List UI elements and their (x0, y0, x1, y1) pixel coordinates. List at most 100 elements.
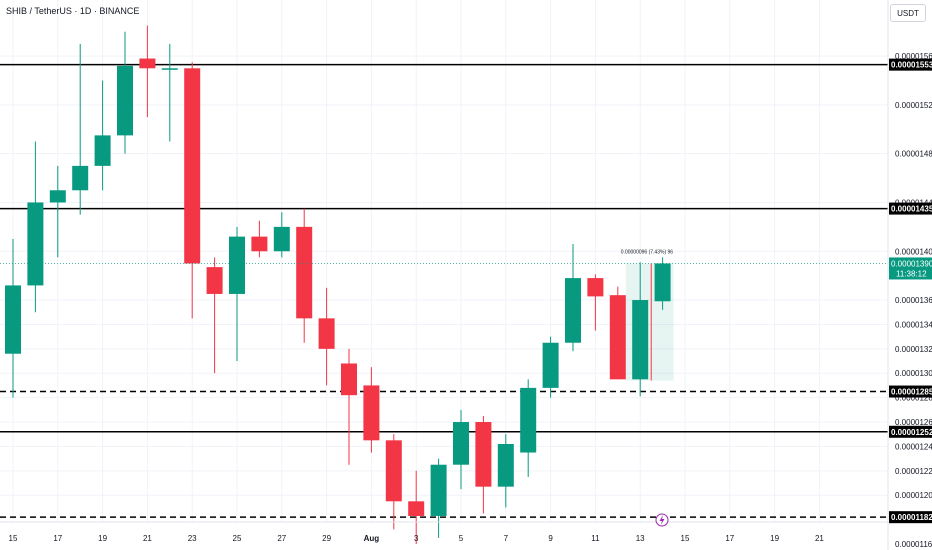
candle (475, 415, 492, 514)
candle (341, 348, 357, 465)
time-tick-label: Aug (364, 534, 380, 543)
candle-body (363, 385, 380, 441)
measure-label: 0.00000096 (7.43%) 96 (621, 249, 673, 255)
candle-body (184, 68, 201, 264)
currency-button[interactable]: USDT (890, 4, 926, 22)
candle (453, 409, 469, 490)
candle-body (49, 190, 66, 203)
candle (520, 379, 537, 477)
candle (94, 80, 111, 191)
candle (587, 274, 604, 331)
level-price-label: 0.00001252 (891, 428, 932, 437)
time-tick-label: 19 (770, 534, 779, 543)
candle (385, 434, 402, 530)
time-tick-label: 13 (636, 534, 645, 543)
candle-body (497, 443, 514, 487)
level-price-tag (889, 385, 932, 398)
candle-body (475, 422, 492, 487)
candle (273, 212, 290, 258)
candle (542, 336, 559, 398)
candle-body (587, 278, 604, 297)
time-tick-label: 21 (143, 534, 152, 543)
candle (72, 43, 89, 215)
candle-body (408, 501, 425, 516)
chart-title: SHIB / TetherUS · 1D · BINANCE (6, 6, 140, 16)
level-price-label: 0.00001435 (891, 205, 932, 214)
candlestick-series (5, 25, 671, 545)
level-price-tag (889, 58, 932, 71)
time-tick-label: 19 (98, 534, 107, 543)
time-tick-label: 11 (591, 534, 600, 543)
candle-body (161, 68, 178, 70)
candle-body (5, 285, 21, 354)
level-price-label: 0.00001182 (891, 513, 932, 522)
time-tick-label: 5 (459, 534, 464, 543)
candle-body (341, 363, 357, 396)
candle (5, 239, 21, 398)
time-tick-label: 9 (548, 534, 553, 543)
candle-body (94, 135, 111, 166)
candle (408, 470, 425, 545)
candle (632, 262, 649, 397)
candle (206, 257, 223, 374)
candle-body (385, 440, 402, 502)
candle (139, 25, 156, 118)
time-tick-label: 7 (504, 534, 509, 543)
time-tick-label: 15 (681, 534, 690, 543)
time-tick-label: 25 (233, 534, 242, 543)
lightning-icon[interactable] (655, 513, 669, 527)
bar-countdown-label: 11:38:12 (896, 269, 927, 278)
candle-body (632, 300, 649, 380)
candle-body (206, 267, 223, 294)
candle (184, 62, 201, 319)
candle-body (430, 464, 447, 516)
candle-body (609, 295, 626, 380)
last-price-label: 0.00001390 (891, 259, 932, 268)
candle (229, 226, 245, 362)
candle (609, 286, 626, 380)
candle-body (229, 236, 245, 294)
chart-grid (0, 0, 888, 522)
candle (27, 141, 44, 313)
level-price-label: 0.00001553 (891, 61, 932, 70)
candle (363, 367, 380, 453)
candle (430, 458, 447, 538)
candle-body (139, 58, 156, 69)
candle-body (654, 263, 671, 302)
candle-body (542, 342, 559, 388)
time-tick-label: 21 (815, 534, 824, 543)
time-tick-label: 17 (725, 534, 734, 543)
candle-body (565, 278, 581, 343)
last-price-tag (889, 257, 932, 280)
level-price-tag (889, 425, 932, 438)
candle-body (318, 318, 335, 349)
price-axis: 0.000015600.000015200.000014800.00001440… (895, 52, 932, 549)
candle (565, 243, 581, 352)
candle-body (453, 422, 469, 465)
candle-body (520, 387, 537, 453)
candle-body (117, 65, 133, 136)
candle-body (296, 226, 313, 319)
candle (296, 208, 313, 343)
candle-body (27, 202, 44, 286)
level-price-tag (889, 511, 932, 524)
candle (318, 287, 335, 386)
price-axis-level-labels: 0.00001553 0.00001435 0.00001285 0.00001252… (889, 58, 932, 524)
candle-body (273, 226, 290, 252)
candle (49, 165, 66, 258)
level-price-tag (889, 202, 932, 215)
